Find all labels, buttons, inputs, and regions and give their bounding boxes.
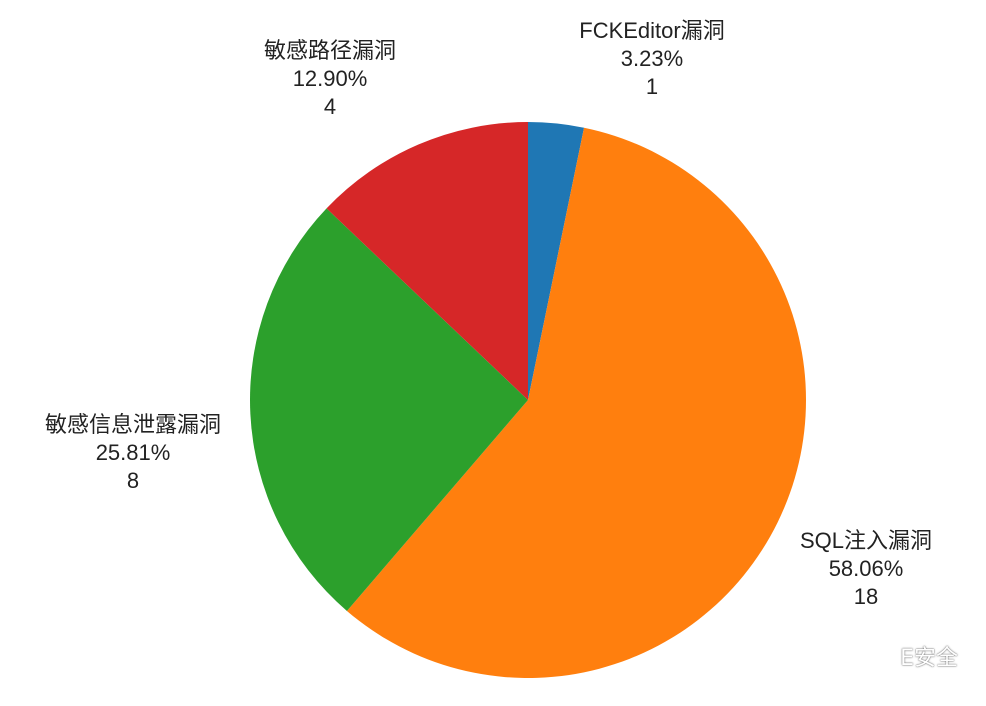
pie-slice: [326, 122, 528, 400]
pie-slice: [250, 208, 528, 611]
slice-label: SQL注入漏洞: [800, 528, 932, 553]
slice-label: 敏感路径漏洞: [264, 38, 396, 63]
pie-labels: FCKEditor漏洞 3.23% 1 SQL注入漏洞 58.06% 18 敏感信息泄露漏洞…: [45, 18, 932, 609]
slice-percent-label: 25.81%: [96, 440, 171, 465]
slice-percent-label: 12.90%: [293, 66, 368, 91]
slice-percent-label: 3.23%: [621, 46, 683, 71]
slice-percent-label: 58.06%: [829, 556, 904, 581]
slice-count-label: 4: [324, 94, 336, 119]
slice-count-label: 1: [646, 74, 658, 99]
pie-slice: [528, 122, 585, 400]
watermark-text: E安全: [900, 646, 958, 671]
slice-label: 敏感信息泄露漏洞: [45, 412, 221, 437]
wechat-icon: [855, 641, 892, 669]
slice-label: FCKEditor漏洞: [579, 18, 724, 43]
watermark: E安全: [854, 640, 958, 672]
slice-count-label: 8: [127, 468, 139, 493]
pie-slice: [346, 127, 807, 679]
slice-count-label: 18: [854, 584, 878, 609]
pie-slices: [250, 122, 807, 679]
